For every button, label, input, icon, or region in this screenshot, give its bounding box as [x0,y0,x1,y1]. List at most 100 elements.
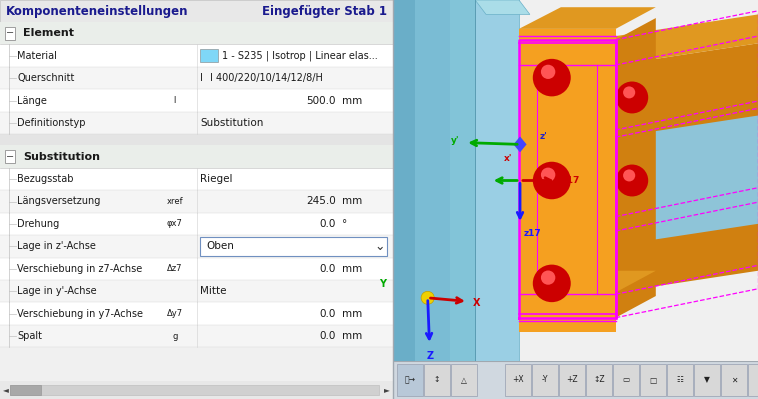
Text: 0.0: 0.0 [320,264,336,274]
Text: l: l [174,96,176,105]
Polygon shape [475,0,530,14]
Bar [400,0,457,361]
Bar [200,237,387,256]
Text: mm: mm [342,196,362,207]
Polygon shape [615,14,758,65]
Bar [0,22,393,44]
Text: 500.0: 500.0 [306,95,336,105]
Text: ◄: ◄ [3,385,9,395]
Bar [0,44,393,67]
Text: -Y: -Y [541,375,548,385]
Text: Lage in y'-Achse: Lage in y'-Achse [17,286,97,296]
Text: mm: mm [342,309,362,319]
Circle shape [533,265,571,302]
Text: Definitionstyp: Definitionstyp [17,118,86,128]
Circle shape [623,87,635,99]
Text: ✕: ✕ [731,375,737,385]
Bar [0,134,393,145]
Circle shape [533,162,571,199]
Text: Drehung: Drehung [17,219,60,229]
Bar [694,364,720,396]
Text: φx7: φx7 [167,219,183,229]
Bar [449,0,475,361]
Bar [519,29,615,65]
Text: Y: Y [379,279,386,289]
Bar [200,49,218,62]
Text: Verschiebung in z7-Achse: Verschiebung in z7-Achse [17,264,143,274]
Bar [0,302,393,325]
Polygon shape [519,271,656,292]
Text: I 400/220/10/14/12/8/H: I 400/220/10/14/12/8/H [210,73,323,83]
Text: 0.0: 0.0 [320,331,336,341]
Text: 0.0: 0.0 [320,309,336,319]
Bar [667,364,693,396]
Bar [424,364,450,396]
Bar [559,364,585,396]
Text: mm: mm [342,95,362,105]
Bar [748,364,758,396]
Text: g: g [172,332,177,341]
Bar [0,325,393,348]
Bar [5,27,15,40]
Bar [0,67,393,89]
Text: z17: z17 [524,229,541,238]
Text: 1 - S235 | Isotrop | Linear elas...: 1 - S235 | Isotrop | Linear elas... [222,50,377,61]
Text: ⎕→: ⎕→ [404,375,415,385]
Bar [612,364,639,396]
Text: Z: Z [426,351,434,361]
Circle shape [541,271,556,285]
Bar [640,364,666,396]
Bar [519,43,615,318]
Text: Komponenteneinstellungen: Komponenteneinstellungen [6,4,189,18]
Text: ↕: ↕ [434,375,440,385]
Bar [5,150,15,163]
Text: xref: xref [167,197,183,206]
Bar [0,168,393,190]
Text: ▼: ▼ [704,375,709,385]
Bar [519,296,615,332]
Text: △: △ [461,375,467,385]
Bar [10,385,379,395]
Text: Bezugsstab: Bezugsstab [17,174,74,184]
Circle shape [616,164,648,196]
Text: Länge: Länge [17,95,47,105]
Polygon shape [513,136,527,152]
Text: ↕Z: ↕Z [593,375,605,385]
Text: 0.0: 0.0 [320,219,336,229]
Bar [505,364,531,396]
Circle shape [533,59,571,97]
Bar [396,364,423,396]
Polygon shape [615,43,758,292]
Text: Eingefügter Stab 1: Eingefügter Stab 1 [262,4,387,18]
Text: Verschiebung in y7-Achse: Verschiebung in y7-Achse [17,309,143,319]
Bar [10,385,41,395]
Text: Substitution: Substitution [23,152,100,162]
Text: I: I [200,73,203,83]
Bar [0,190,393,213]
Text: Riegel: Riegel [200,174,233,184]
Text: Mitte: Mitte [200,286,227,296]
Text: Δz7: Δz7 [167,264,183,273]
Text: mm: mm [342,264,362,274]
Text: ►: ► [384,385,390,395]
Polygon shape [519,7,656,29]
Text: x17: x17 [562,176,581,185]
Text: Δy7: Δy7 [167,309,183,318]
Bar [0,89,393,112]
Circle shape [541,168,556,182]
Text: y': y' [451,136,460,145]
Text: □: □ [650,375,656,385]
Bar [0,112,393,134]
Circle shape [421,291,434,304]
Text: mm: mm [342,331,362,341]
Bar [0,145,393,168]
Polygon shape [615,18,656,318]
Text: Material: Material [17,51,57,61]
Text: −: − [6,28,14,38]
Text: +X: +X [512,375,524,385]
Bar [721,364,747,396]
Circle shape [541,65,556,79]
Circle shape [616,81,648,113]
Text: x': x' [504,154,512,163]
Bar [0,213,393,235]
